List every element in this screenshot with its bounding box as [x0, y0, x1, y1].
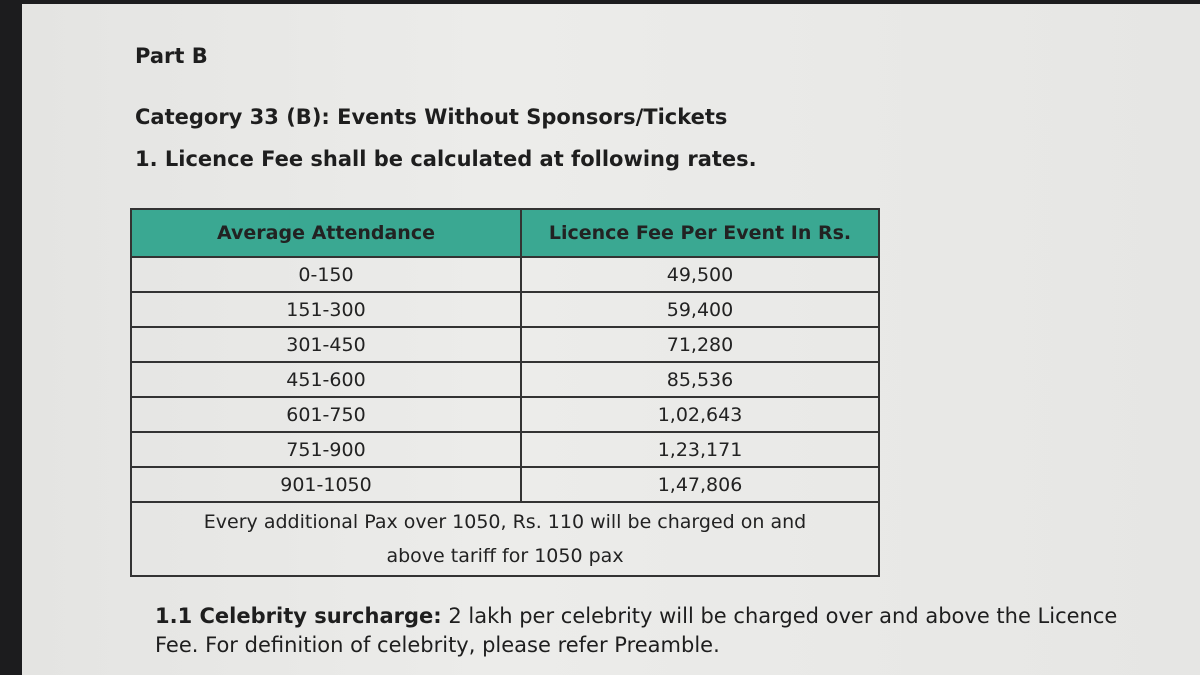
attendance-cell: 451-600 — [130, 361, 522, 398]
subheading: 1. Licence Fee shall be calculated at fo… — [135, 147, 757, 171]
table-row: 601-750 1,02,643 — [130, 396, 880, 433]
fee-cell: 49,500 — [520, 256, 880, 293]
table-row: 901-1050 1,47,806 — [130, 466, 880, 503]
section-text: 2 lakh per celebrity will be charged ove… — [155, 604, 1118, 657]
table-row: 151-300 59,400 — [130, 291, 880, 328]
column-header: Average Attendance — [130, 208, 522, 258]
attendance-cell: 301-450 — [130, 326, 522, 363]
fee-cell: 1,47,806 — [520, 466, 880, 503]
category-title: Category 33 (B): Events Without Sponsors… — [135, 105, 728, 129]
note-row: Every additional Pax over 1050, Rs. 110 … — [130, 501, 880, 577]
fee-cell: 59,400 — [520, 291, 880, 328]
fee-cell: 1,02,643 — [520, 396, 880, 433]
fee-cell: 71,280 — [520, 326, 880, 363]
attendance-cell: 901-1050 — [130, 466, 522, 503]
table-row: 451-600 85,536 — [130, 361, 880, 398]
table-row: 751-900 1,23,171 — [130, 431, 880, 468]
fee-cell: 85,536 — [520, 361, 880, 398]
attendance-cell: 751-900 — [130, 431, 522, 468]
table-row: 301-450 71,280 — [130, 326, 880, 363]
table-body: 0-150 49,500 151-300 59,400 301-450 71,280 451… — [130, 256, 880, 577]
attendance-cell: 601-750 — [130, 396, 522, 433]
attendance-cell: 151-300 — [130, 291, 522, 328]
document-page: Part B Category 33 (B): Events Without S… — [22, 4, 1200, 675]
header-row: Average Attendance Licence Fee Per Event… — [130, 208, 880, 258]
attendance-cell: 0-150 — [130, 256, 522, 293]
fee-table: Average Attendance Licence Fee Per Event… — [130, 208, 880, 577]
part-title: Part B — [135, 44, 208, 68]
fee-cell: 1,23,171 — [520, 431, 880, 468]
note-cell: Every additional Pax over 1050, Rs. 110 … — [130, 501, 880, 577]
column-header: Licence Fee Per Event In Rs. — [520, 208, 880, 258]
table-row: 0-150 49,500 — [130, 256, 880, 293]
celebrity-paragraph: 1.1 Celebrity surcharge: 2 lakh per cele… — [155, 602, 1165, 660]
section-label: 1.1 Celebrity surcharge: — [155, 604, 442, 628]
